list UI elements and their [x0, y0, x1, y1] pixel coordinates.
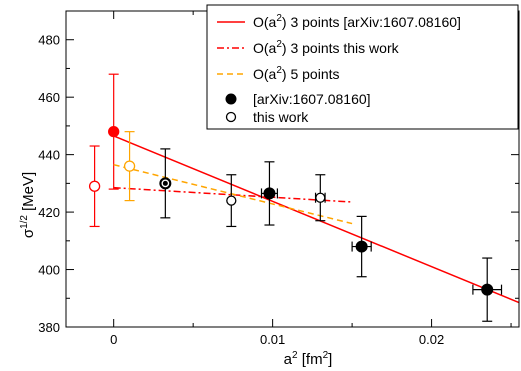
legend-item-fit-5pt: O(a2) 5 points [217, 65, 340, 82]
x-axis-label: a2 [fm2] [284, 350, 333, 368]
extrapolated-point [123, 160, 136, 172]
legend-item-fit-3pt-ref: O(a2) 3 points [arXiv:1607.08160] [217, 13, 461, 30]
legend-swatch-filled-circle [225, 93, 237, 105]
data-point-center [162, 180, 168, 186]
legend-item-fit-3pt-this: O(a2) 3 points this work [217, 39, 400, 56]
y-tick-label: 420 [38, 205, 60, 220]
legend-label: [arXiv:1607.08160] [253, 91, 371, 107]
legend-item-ref-points: [arXiv:1607.08160] [225, 91, 371, 107]
legend-item-this-work: this work [225, 109, 309, 125]
x-tick-label: 0 [110, 332, 117, 347]
y-tick-label: 460 [38, 90, 60, 105]
x-tick-label: 0.02 [419, 332, 444, 347]
fit-line-dashed [113, 163, 353, 225]
data-point-open [315, 192, 326, 203]
legend-swatch-open-circle [225, 111, 237, 123]
data-point-filled [263, 187, 276, 200]
legend: O(a2) 3 points [arXiv:1607.08160] O(a2) … [206, 4, 519, 130]
legend-label: O(a2) 3 points [arXiv:1607.08160] [253, 13, 461, 30]
legend-label: O(a2) 3 points this work [253, 39, 400, 56]
series-layer [88, 73, 519, 322]
legend-label: this work [253, 109, 309, 125]
extrapolated-point [88, 180, 101, 192]
fit-line-dashdot [113, 186, 353, 203]
data-point-open [226, 195, 237, 206]
fit-line-solid [113, 135, 519, 304]
data-point-filled [481, 283, 494, 296]
y-tick-label: 480 [38, 33, 60, 48]
extrapolated-point [108, 126, 120, 138]
data-point-filled [355, 240, 368, 253]
y-axis-label: σ1/2[MeV] [19, 172, 37, 238]
y-tick-label: 440 [38, 148, 60, 163]
legend-box [206, 4, 519, 130]
legend-label: O(a2) 5 points [253, 65, 340, 82]
x-tick-label: 0.01 [260, 332, 285, 347]
y-tick-label: 380 [38, 320, 60, 335]
y-tick-label: 400 [38, 263, 60, 278]
